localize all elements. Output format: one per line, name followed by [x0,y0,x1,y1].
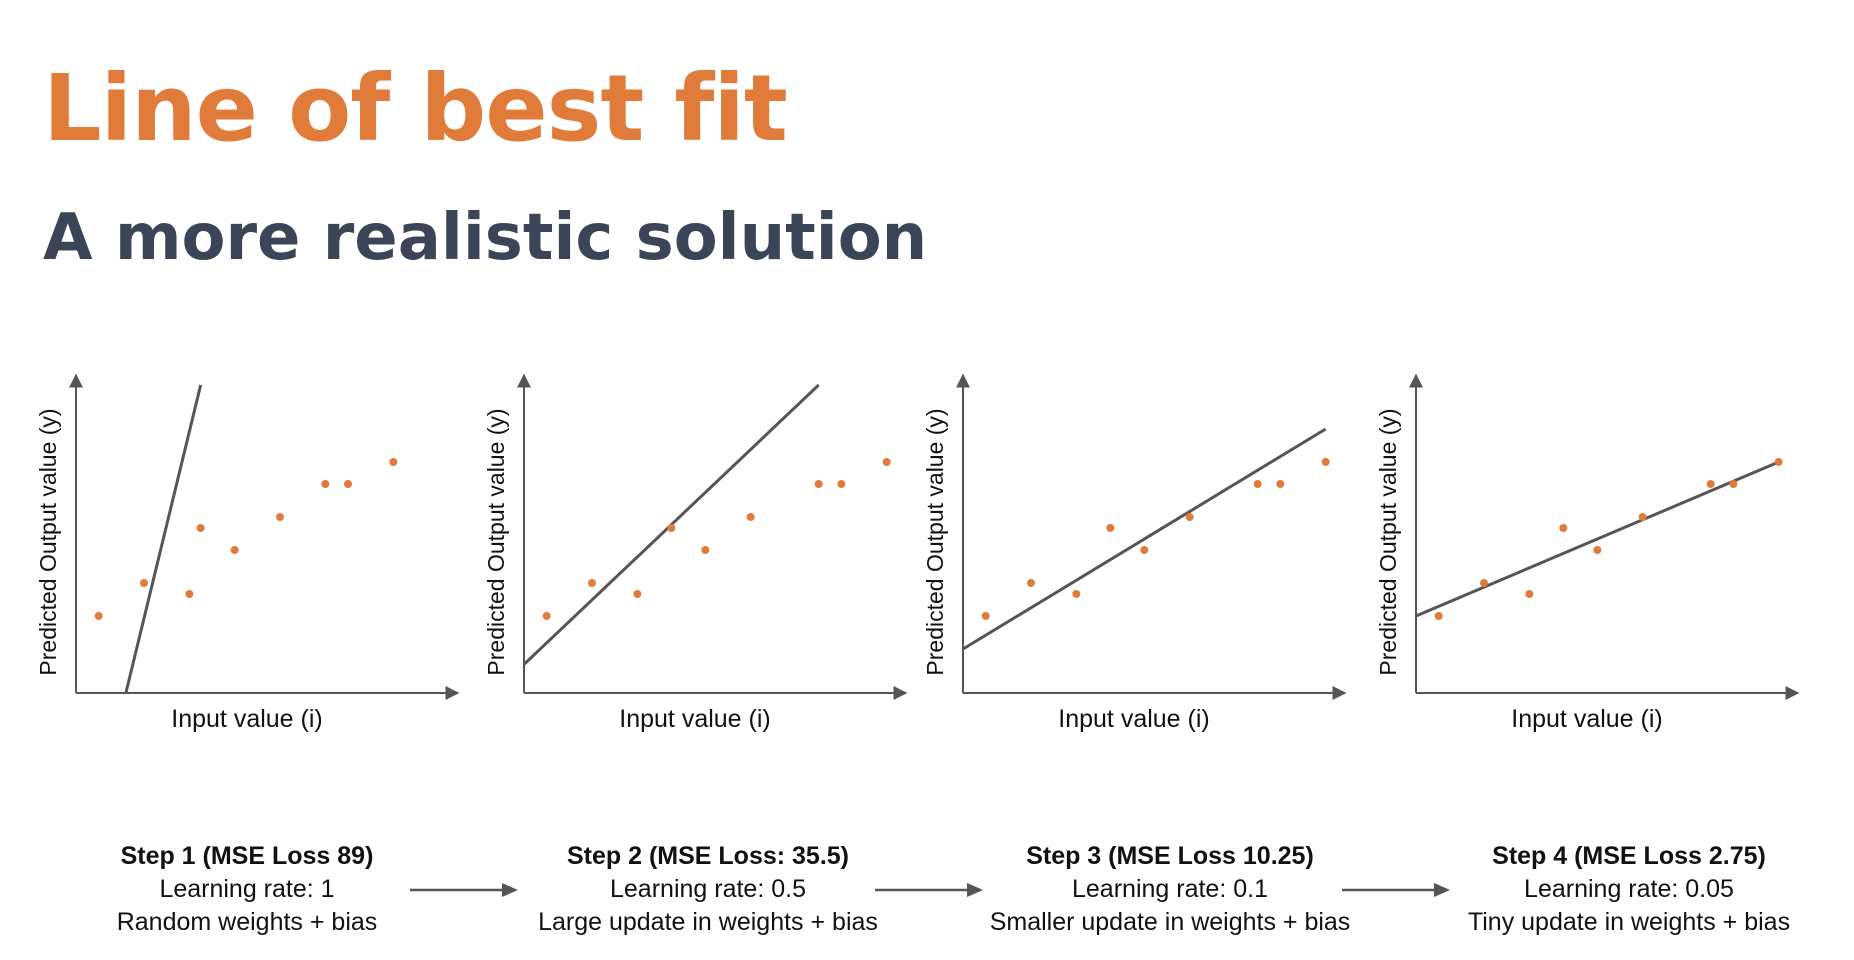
chart-4-point [1638,513,1647,521]
chart-3-point [1321,458,1330,466]
step-4-note: Tiny update in weights + bias [1467,908,1791,936]
chart-3-point [981,612,990,620]
chart-2-point [667,524,676,532]
chart-1-y-axis-label: Predicted Output value (y) [35,408,61,675]
chart-4-point [1706,480,1715,488]
chart-1: Input value (i) Predicted Output value (y… [35,373,460,733]
page-subtitle: A more realistic solution [43,201,928,275]
chart-1-point [94,612,103,620]
step-4-heading: Step 4 (MSE Loss 2.75) [1492,842,1766,870]
chart-2-point [542,612,551,620]
chart-2-point [882,458,891,466]
chart-3: Input value (i) Predicted Output value (y… [922,373,1347,733]
step-3-caption: Step 3 (MSE Loss 10.25) Learning rate: 0… [960,840,1380,939]
chart-1-x-axis-label: Input value (i) [171,705,322,733]
chart-4-point [1729,480,1738,488]
step-arrow-3 [1342,883,1450,897]
step-1-caption: Step 1 (MSE Loss 89) Learning rate: 1 Ra… [37,840,457,939]
chart-1-fit-line [124,384,203,694]
step-3-heading: Step 3 (MSE Loss 10.25) [1026,842,1314,870]
step-3-learning-rate: Learning rate: 0.1 [1072,875,1268,903]
chart-3-y-axis-label: Predicted Output value (y) [922,408,948,675]
step-4-learning-rate: Learning rate: 0.05 [1524,875,1734,903]
chart-3-point [1027,579,1035,587]
chart-4: Input value (i) Predicted Output value (y… [1375,373,1800,733]
chart-3-fit-line [962,427,1327,651]
step-2-note: Large update in weights + bias [538,908,878,936]
chart-4-y-axis-label: Predicted Output value (y) [1375,408,1401,675]
chart-3-point [1106,524,1115,532]
chart-1-point [196,524,205,532]
step-arrow-1 [410,883,518,897]
step-1-heading: Step 1 (MSE Loss 89) [120,842,374,870]
chart-3-point [1185,513,1194,521]
step-2-heading: Step 2 (MSE Loss: 35.5) [566,842,850,870]
chart-2-point [588,579,596,587]
chart-2-y-axis-label: Predicted Output value (y) [483,408,509,675]
chart-1-point [344,480,352,488]
chart-2: Input value (i) Predicted Output value (y… [483,373,908,733]
chart-3-point [1072,590,1081,598]
chart-2-x-axis-label: Input value (i) [619,705,770,733]
step-4-caption: Step 4 (MSE Loss 2.75) Learning rate: 0.… [1419,840,1839,939]
chart-4-point [1774,458,1783,466]
step-1-learning-rate: Learning rate: 1 [159,875,335,903]
step-arrow-2 [875,883,983,897]
chart-1-point [230,546,239,554]
chart-2-point [701,546,710,554]
chart-1-point [140,579,148,587]
page-title: Line of best fit [43,55,788,162]
chart-2-point [633,590,642,598]
chart-2-point [746,513,755,521]
chart-4-fit-line [1415,460,1780,618]
chart-1-point [185,590,194,598]
step-2-learning-rate: Learning rate: 0.5 [610,875,806,903]
step-2-caption: Step 2 (MSE Loss: 35.5) Learning rate: 0… [498,840,918,939]
step-1-note: Random weights + bias [116,908,378,936]
chart-1-point [321,480,330,488]
chart-3-x-axis-label: Input value (i) [1058,705,1209,733]
chart-1-point [389,458,398,466]
chart-4-x-axis-label: Input value (i) [1511,705,1662,733]
chart-4-point [1434,612,1443,620]
chart-4-point [1559,524,1568,532]
chart-2-point [814,480,823,488]
chart-1-point [276,513,284,521]
chart-4-point [1480,579,1488,587]
chart-4-point [1593,546,1602,554]
step-3-note: Smaller update in weights + bias [989,908,1351,936]
chart-3-point [1253,480,1262,488]
chart-2-point [837,480,846,488]
chart-3-point [1276,480,1285,488]
chart-3-point [1140,546,1149,554]
chart-4-point [1525,590,1534,598]
